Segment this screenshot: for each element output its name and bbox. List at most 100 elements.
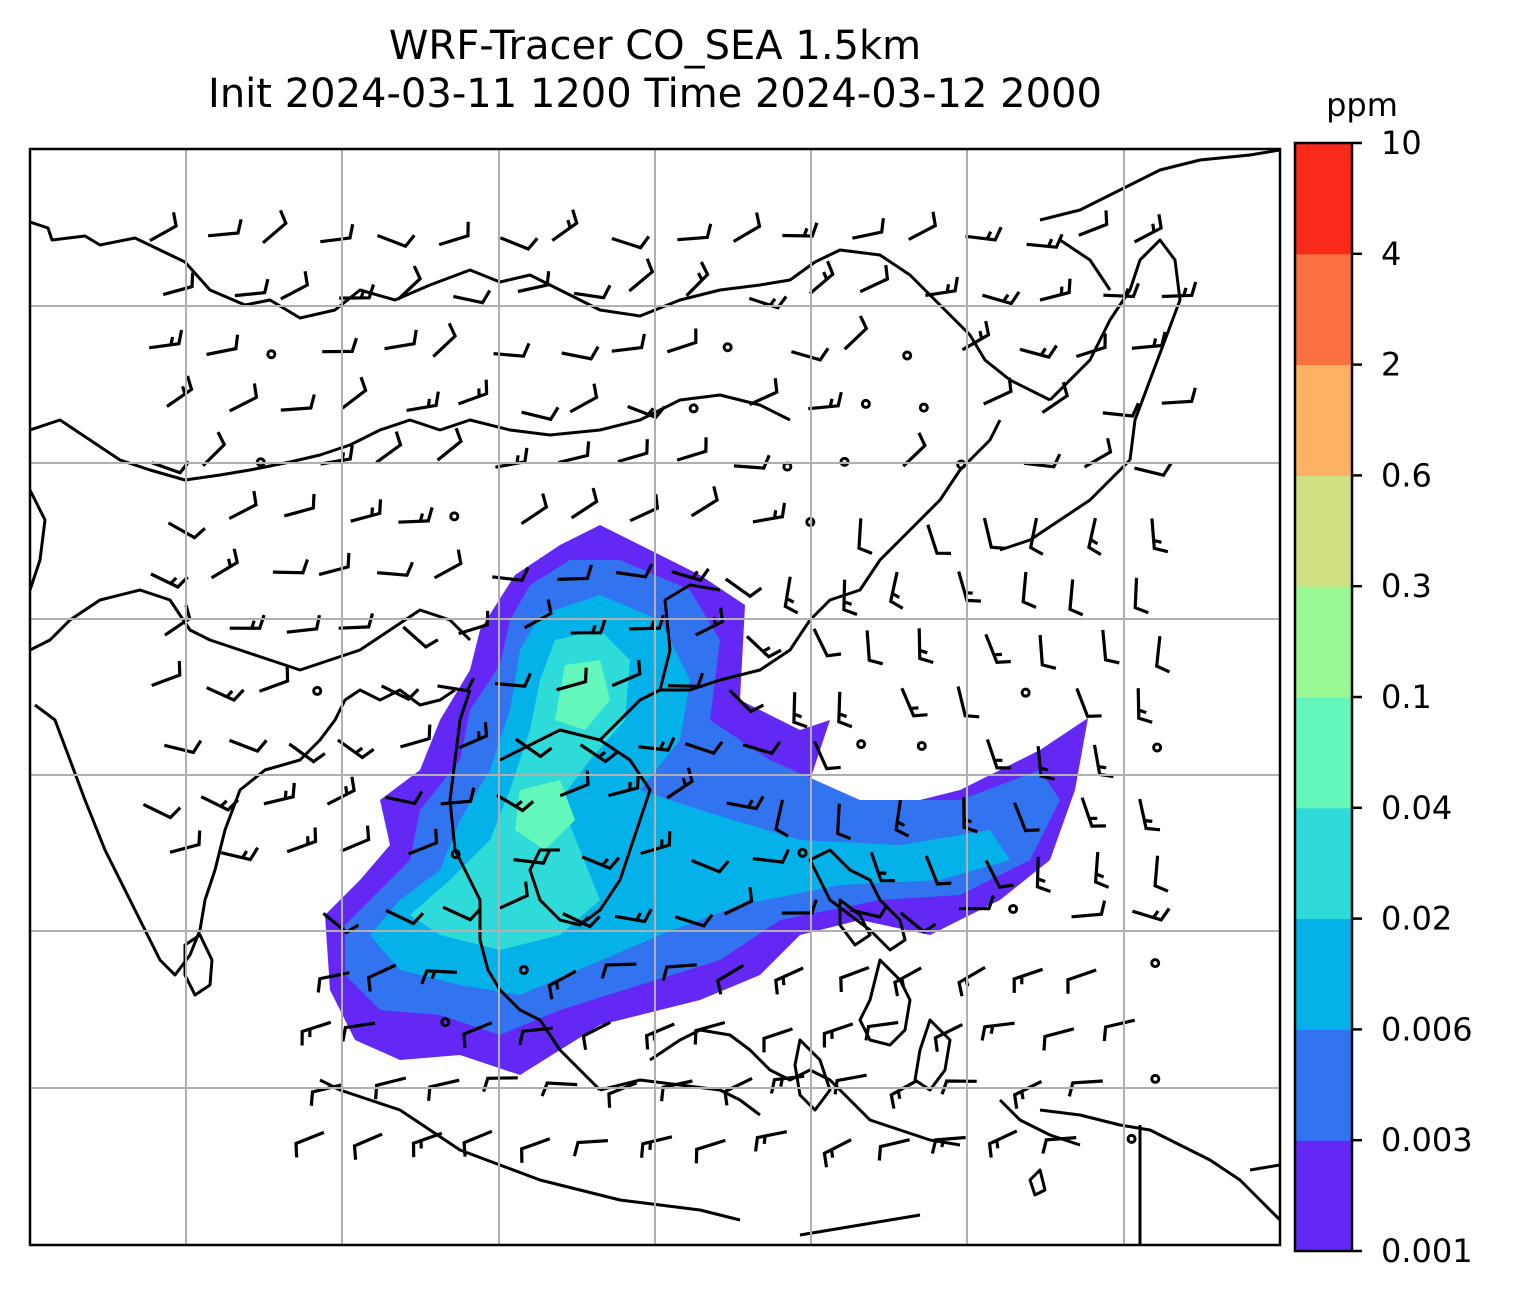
wind-barb [839, 966, 870, 993]
wind-barb [930, 1135, 966, 1154]
wind-barb [690, 486, 719, 518]
wind-barb [339, 284, 376, 300]
wind-barb [540, 1081, 578, 1097]
wind-barb [326, 776, 356, 806]
wind-barb [1078, 210, 1109, 237]
wind-barb [427, 1078, 460, 1101]
wind-barb [852, 218, 885, 240]
wind-barb [900, 687, 928, 718]
calm-wind-circles [255, 342, 1163, 1144]
wind-barb [496, 793, 535, 813]
wind-barb [822, 1022, 854, 1048]
wind-barb [1028, 517, 1044, 556]
wind-barb [570, 487, 599, 520]
wind-barb [286, 827, 318, 854]
colorbar-swatch [1295, 475, 1352, 587]
wind-barb [581, 855, 621, 871]
wind-barb [1035, 856, 1052, 894]
wind-barb [341, 1021, 376, 1042]
wind-barb [752, 502, 787, 524]
calm-wind-circle [518, 964, 529, 975]
wind-barb [694, 1138, 726, 1164]
wind-barb [981, 290, 1021, 306]
wind-barb [458, 721, 489, 750]
wind-barb [1102, 1018, 1136, 1042]
calm-wind-circle [1020, 687, 1031, 698]
calm-wind-circle [1150, 958, 1161, 969]
calm-wind-circle [782, 461, 793, 472]
wind-barb [495, 447, 529, 469]
wind-barb [1023, 453, 1062, 469]
map-title: WRF-Tracer CO_SEA 1.5km Init 2024-03-11 … [30, 22, 1280, 118]
calm-wind-circle [266, 349, 277, 360]
wind-barb [492, 566, 530, 583]
wind-barb [984, 859, 1014, 889]
wind-barb [774, 799, 789, 838]
wind-barb [338, 612, 375, 630]
wind-barb [1080, 797, 1106, 828]
wind-barb [148, 329, 184, 350]
wind-barb [752, 848, 790, 864]
wind-barb [228, 490, 258, 520]
calm-wind-circle [450, 849, 461, 860]
wind-barb [493, 342, 531, 358]
wind-barb [210, 548, 240, 580]
wind-barb [762, 1027, 794, 1053]
wind-barb [628, 258, 655, 293]
wind-barb [384, 329, 418, 351]
wind-barb [933, 1023, 964, 1052]
colorbar-swatch [1295, 1140, 1352, 1252]
map-panel [28, 147, 1282, 1247]
wind-barb [520, 493, 549, 526]
wind-barb [200, 795, 240, 812]
wind-barb [808, 391, 843, 411]
wind-barb [837, 691, 853, 729]
wind-barb [748, 378, 779, 407]
colorbar-tick-label: 4 [1381, 235, 1401, 273]
wind-barb [684, 740, 724, 755]
wind-barb [150, 572, 189, 589]
wind-barb [745, 635, 782, 659]
wind-barb [666, 767, 694, 800]
wind-barb [376, 234, 416, 249]
wind-barb [350, 499, 383, 523]
wind-barb [982, 517, 1006, 550]
calm-wind-circle [860, 398, 871, 409]
wind-barb [1133, 577, 1149, 615]
wind-barb [432, 322, 458, 358]
wind-barb [1013, 802, 1040, 833]
wind-barb [380, 684, 420, 702]
wind-barb [1041, 1136, 1077, 1154]
wind-barb [617, 439, 649, 464]
calm-wind-circle [956, 459, 967, 470]
wind-barb [420, 969, 457, 985]
wind-barb [723, 887, 754, 916]
wind-barb [340, 825, 371, 853]
wind-barb [551, 209, 579, 242]
wind-barb [557, 564, 593, 581]
wind-barb [1131, 907, 1171, 922]
wind-barb [754, 1130, 788, 1152]
wind-barb [1038, 634, 1057, 670]
wind-barb [408, 828, 439, 856]
wind-barb [340, 376, 368, 410]
wind-barb [457, 379, 489, 406]
wind-barb [440, 787, 476, 806]
colorbar-swatch [1295, 807, 1352, 920]
wind-barb [366, 963, 397, 992]
wind-barb [397, 265, 423, 301]
wind-barb [519, 1137, 551, 1163]
wind-barb [1133, 213, 1163, 244]
wind-barb [402, 625, 439, 649]
wind-barb [611, 659, 642, 688]
coastlines [30, 149, 1280, 1245]
colorbar-tick-label: 10 [1381, 124, 1422, 162]
wind-barb [579, 743, 618, 764]
wind-barb [572, 1139, 609, 1157]
wind-barb [1103, 282, 1140, 299]
wind-barb [1019, 344, 1058, 359]
colorbar-unit: ppm [1326, 86, 1398, 124]
wind-barb [869, 851, 896, 883]
wind-barb [1153, 855, 1169, 893]
wind-barb [843, 315, 869, 351]
